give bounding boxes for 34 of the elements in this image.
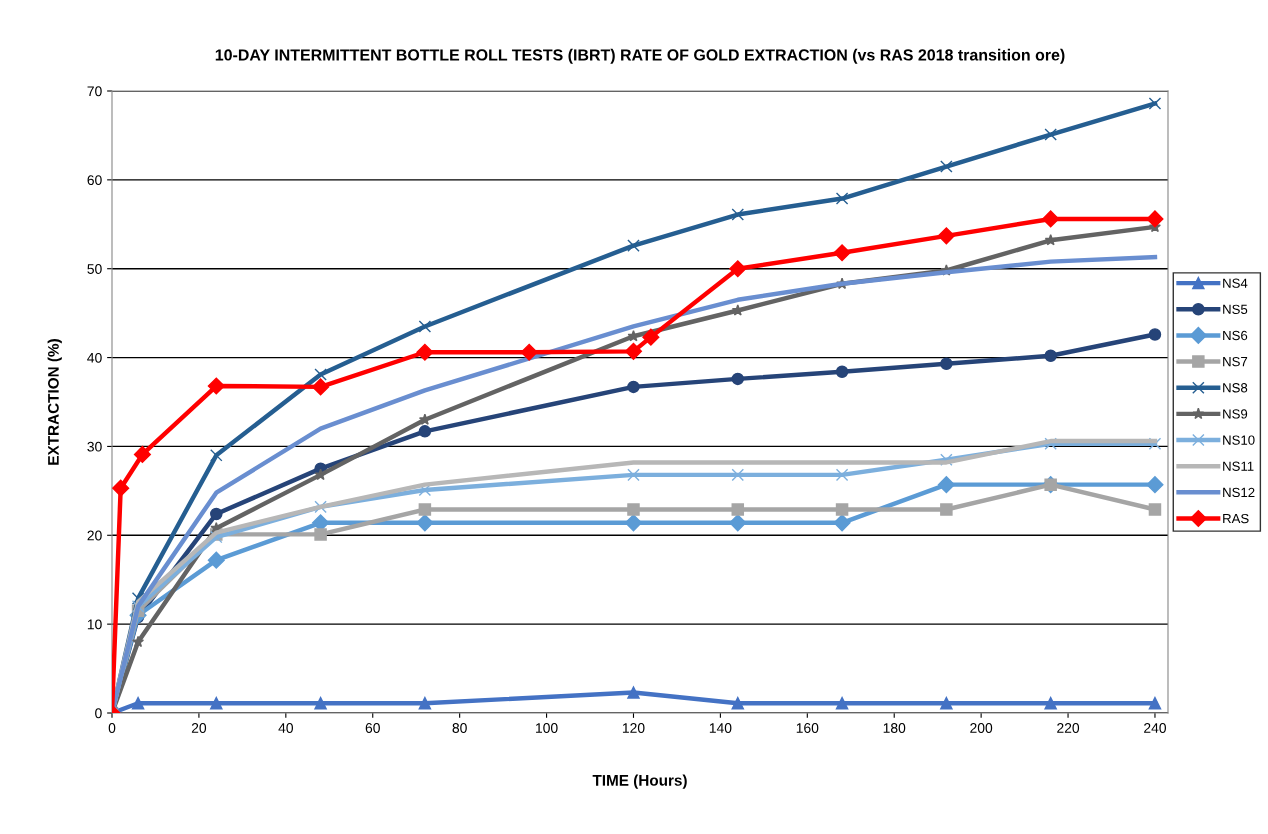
x-axis-title: TIME (Hours) — [592, 774, 687, 789]
y-tick-label: 30 — [87, 441, 102, 452]
x-tick-label: 40 — [278, 723, 294, 733]
y-tick-label: 40 — [87, 352, 102, 363]
legend-label: NS12 — [1223, 487, 1255, 498]
legend-label: NS4 — [1223, 278, 1248, 288]
legend-label: NS7 — [1223, 356, 1248, 367]
y-tick-label: 60 — [87, 175, 102, 186]
x-tick-label: 80 — [452, 723, 467, 733]
y-tick-label: 70 — [87, 86, 102, 97]
x-tick-label: 60 — [365, 723, 380, 733]
y-tick-label: 0 — [95, 708, 102, 719]
x-tick-label: 100 — [536, 723, 558, 733]
legend-label: NS8 — [1223, 383, 1248, 393]
x-tick-label: 20 — [191, 723, 207, 733]
legend-label: NS5 — [1223, 304, 1248, 314]
legend-label: NS9 — [1223, 409, 1248, 419]
legend-label: NS10 — [1223, 435, 1255, 445]
legend-label: NS6 — [1223, 330, 1248, 341]
y-tick-label: 50 — [87, 264, 102, 274]
legend-label: RAS — [1223, 513, 1249, 524]
chart-title: 10-DAY INTERMITTENT BOTTLE ROLL TESTS (IBRT) RATE OF GOLD EXTRACTION (vs RAS 2018 transition ore) — [215, 48, 1065, 64]
x-tick-label: 220 — [1057, 723, 1080, 733]
y-tick-label: 10 — [87, 619, 102, 630]
x-tick-label: 120 — [622, 723, 645, 733]
legend-label: NS11 — [1223, 461, 1254, 471]
y-axis-title: EXTRACTION (%) — [47, 339, 62, 465]
x-tick-label: 200 — [970, 723, 993, 733]
y-tick-label: 20 — [87, 530, 102, 541]
x-tick-label: 180 — [883, 723, 906, 733]
x-tick-label: 0 — [108, 723, 116, 733]
x-tick-label: 160 — [796, 723, 819, 733]
x-tick-label: 140 — [709, 723, 732, 733]
x-tick-label: 240 — [1144, 723, 1167, 733]
